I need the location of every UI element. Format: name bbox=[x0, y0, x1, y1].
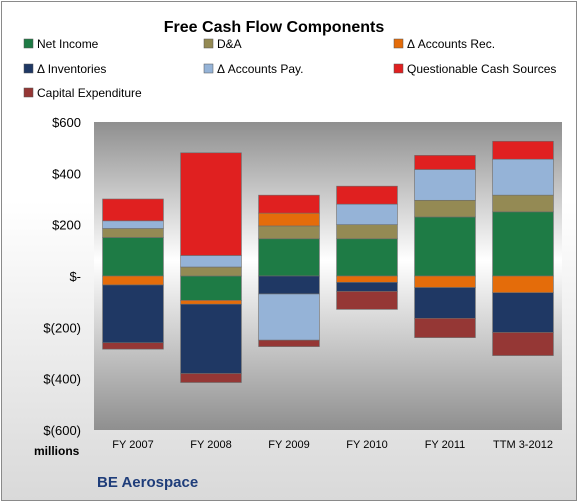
bar-capital-expenditure-fy-2007 bbox=[102, 342, 164, 350]
x-axis-ticks: FY 2007 FY 2008 FY 2009 FY 2010 FY 2011 TTM 3… bbox=[112, 439, 553, 451]
x-tick-label: FY 2010 bbox=[346, 439, 387, 451]
x-tick-label: FY 2011 bbox=[425, 439, 466, 451]
y-axis-ticks: $600 $400 $200 $- $(200) $(400) $(600) bbox=[43, 115, 81, 438]
legend-swatch-delta-accounts-rec bbox=[393, 38, 404, 49]
chart-title: Free Cash Flow Components bbox=[164, 19, 385, 36]
bar-delta-accounts-rec-fy-2011 bbox=[414, 275, 476, 288]
bar-capital-expenditure-fy-2011 bbox=[414, 318, 476, 338]
legend-label-net-income: Net Income bbox=[37, 37, 99, 51]
y-tick-label: $(400) bbox=[43, 372, 81, 387]
y-tick-label: $200 bbox=[52, 218, 81, 233]
bar-capital-expenditure-fy-2008 bbox=[180, 373, 242, 383]
bar-delta-accounts-pay-ttm-3-2012 bbox=[492, 158, 554, 196]
bar-delta-accounts-pay-fy-2010 bbox=[336, 203, 398, 225]
bar-delta-accounts-rec-fy-2010 bbox=[336, 275, 398, 283]
bar-delta-accounts-pay-fy-2008 bbox=[180, 255, 242, 268]
bar-delta-inventories-ttm-3-2012 bbox=[492, 292, 554, 333]
bar-net-income-ttm-3-2012 bbox=[492, 211, 554, 277]
y-tick-label: $(200) bbox=[43, 320, 81, 335]
bar-delta-accounts-rec-ttm-3-2012 bbox=[492, 275, 554, 293]
x-tick-label: TTM 3-2012 bbox=[493, 439, 553, 451]
y-tick-label: $400 bbox=[52, 166, 81, 181]
legend-swatch-questionable-cash-sources bbox=[393, 63, 404, 74]
y-tick-label: $- bbox=[69, 269, 81, 284]
legend-swatch-delta-inventories bbox=[23, 63, 34, 74]
bar-danda-fy-2011 bbox=[414, 199, 476, 218]
bar-danda-fy-2010 bbox=[336, 224, 398, 240]
bar-questionable-cash-sources-fy-2010 bbox=[336, 185, 398, 205]
bar-delta-inventories-fy-2009 bbox=[258, 275, 320, 295]
bar-net-income-fy-2009 bbox=[258, 238, 320, 277]
bar-delta-accounts-rec-fy-2009 bbox=[258, 212, 320, 227]
bar-net-income-fy-2011 bbox=[414, 216, 476, 277]
bar-delta-inventories-fy-2011 bbox=[414, 287, 476, 319]
legend: Net Income D&A Δ Accounts Rec. Δ Inventorie… bbox=[23, 37, 556, 100]
bars bbox=[102, 140, 554, 383]
bar-danda-fy-2009 bbox=[258, 225, 320, 240]
bar-delta-accounts-pay-fy-2009 bbox=[258, 293, 320, 341]
bar-delta-inventories-fy-2010 bbox=[336, 282, 398, 292]
bar-delta-accounts-rec-fy-2008 bbox=[180, 300, 242, 305]
bar-danda-ttm-3-2012 bbox=[492, 194, 554, 213]
y-tick-label: $600 bbox=[52, 115, 81, 130]
bar-net-income-fy-2010 bbox=[336, 238, 398, 277]
bar-delta-inventories-fy-2007 bbox=[102, 284, 164, 344]
bar-questionable-cash-sources-ttm-3-2012 bbox=[492, 140, 554, 160]
legend-swatch-capital-expenditure bbox=[23, 87, 34, 98]
legend-label-danda: D&A bbox=[217, 37, 242, 51]
x-tick-label: FY 2008 bbox=[190, 439, 231, 451]
bar-questionable-cash-sources-fy-2007 bbox=[102, 198, 164, 222]
legend-label-delta-accounts-rec: Δ Accounts Rec. bbox=[407, 37, 495, 51]
y-tick-label: $(600) bbox=[43, 423, 81, 438]
bar-net-income-fy-2008 bbox=[180, 275, 242, 301]
plot-area bbox=[94, 122, 562, 430]
bar-questionable-cash-sources-fy-2009 bbox=[258, 194, 320, 214]
bar-net-income-fy-2007 bbox=[102, 237, 164, 277]
x-tick-label: FY 2009 bbox=[268, 439, 309, 451]
company-name: BE Aerospace bbox=[97, 474, 198, 491]
bar-capital-expenditure-fy-2009 bbox=[258, 339, 320, 347]
bar-questionable-cash-sources-fy-2011 bbox=[414, 155, 476, 170]
bar-delta-accounts-pay-fy-2011 bbox=[414, 169, 476, 201]
legend-swatch-danda bbox=[203, 38, 214, 49]
legend-label-delta-accounts-pay: Δ Accounts Pay. bbox=[217, 62, 304, 76]
bar-capital-expenditure-fy-2010 bbox=[336, 291, 398, 310]
legend-swatch-net-income bbox=[23, 38, 34, 49]
bar-delta-accounts-pay-fy-2007 bbox=[102, 220, 164, 229]
legend-swatch-delta-accounts-pay bbox=[203, 63, 214, 74]
bar-questionable-cash-sources-fy-2008 bbox=[180, 152, 242, 256]
bar-danda-fy-2007 bbox=[102, 228, 164, 238]
bar-delta-inventories-fy-2008 bbox=[180, 303, 242, 374]
legend-label-capital-expenditure: Capital Expenditure bbox=[37, 86, 142, 100]
bar-delta-accounts-rec-fy-2007 bbox=[102, 275, 164, 286]
unit-label: millions bbox=[34, 444, 80, 458]
legend-label-questionable-cash-sources: Questionable Cash Sources bbox=[407, 62, 556, 76]
bar-danda-fy-2008 bbox=[180, 266, 242, 277]
x-tick-label: FY 2007 bbox=[112, 439, 153, 451]
bar-capital-expenditure-ttm-3-2012 bbox=[492, 332, 554, 356]
legend-label-delta-inventories: Δ Inventories bbox=[37, 62, 106, 76]
